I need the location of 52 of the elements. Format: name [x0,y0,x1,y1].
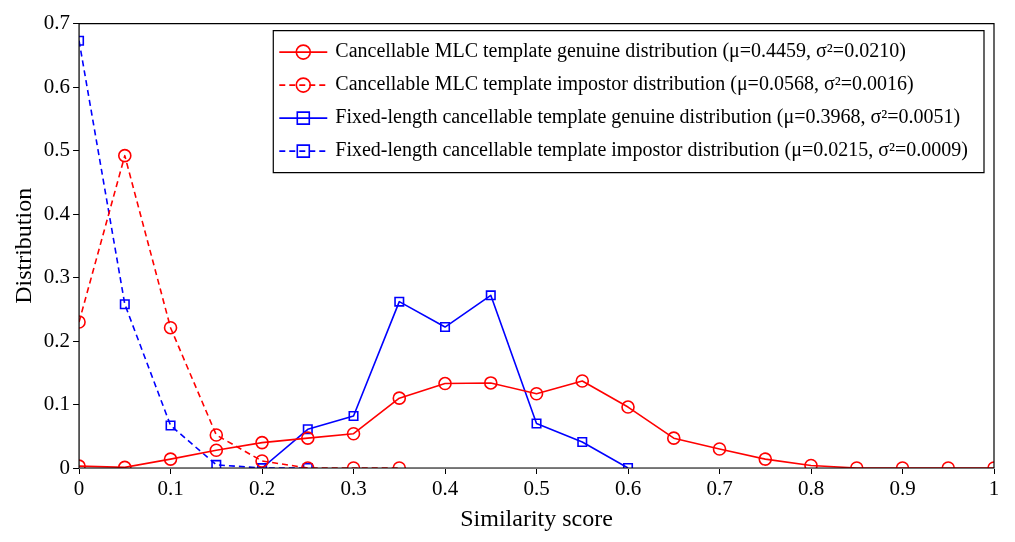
point [302,424,313,435]
y-tick-label: 0.6 [43,73,71,98]
point [209,428,224,442]
x-tick-label: 0.2 [248,476,276,501]
point [577,436,588,448]
x-tick-label: 0.9 [889,476,916,501]
y-tick-label: 0.5 [43,137,71,162]
point [483,376,498,390]
point [348,410,359,421]
point [438,376,452,391]
x-tick-label: 1 [988,476,1000,501]
point [575,374,590,388]
point [485,290,496,301]
point [621,400,635,414]
point [255,454,269,468]
point [163,320,178,335]
x-axis-title: Similarity score [460,504,613,531]
x-tick-label: 0.5 [523,476,550,501]
point [300,431,315,445]
y-axis-title: Distribution [9,187,36,304]
y-tick-label: 0.2 [43,327,71,352]
legend-label: Cancellable MLC template genuine distribution (μ=0.4459, σ²=0.0210) [335,39,906,63]
x-tick-label: 0.6 [614,476,642,501]
x-tick-label: 0.7 [706,476,733,501]
x-tick-label: 0.1 [157,476,184,501]
point [255,435,269,450]
point [119,299,130,310]
y-tick-label: 0 [59,454,71,479]
point [666,431,681,445]
point [392,391,407,405]
x-tick-label: 0.8 [797,476,825,501]
legend-label: Fixed-length cancellable template impostor distribution (μ=0.0215, σ²=0.0009) [335,138,968,162]
point [439,322,451,333]
point [209,443,224,458]
point [758,452,773,466]
point [394,296,405,307]
x-tick-label: 0.4 [431,476,459,501]
legend-label: Fixed-length cancellable template genuine distribution (μ=0.3968, σ²=0.0051) [335,105,961,129]
y-tick-label: 0.3 [43,264,71,289]
point [165,420,176,431]
point [211,459,222,468]
point [346,426,361,441]
point [163,452,178,466]
x-tick-label: 0.3 [340,476,367,501]
point [118,148,132,163]
point [529,386,544,401]
y-tick-label: 0.7 [43,10,71,35]
y-tick-label: 0.1 [43,391,71,416]
y-tick-label: 0.4 [43,200,71,225]
point [531,418,542,429]
point [712,442,727,456]
legend-label: Cancellable MLC template impostor distribution (μ=0.0568, σ²=0.0016) [335,72,914,96]
